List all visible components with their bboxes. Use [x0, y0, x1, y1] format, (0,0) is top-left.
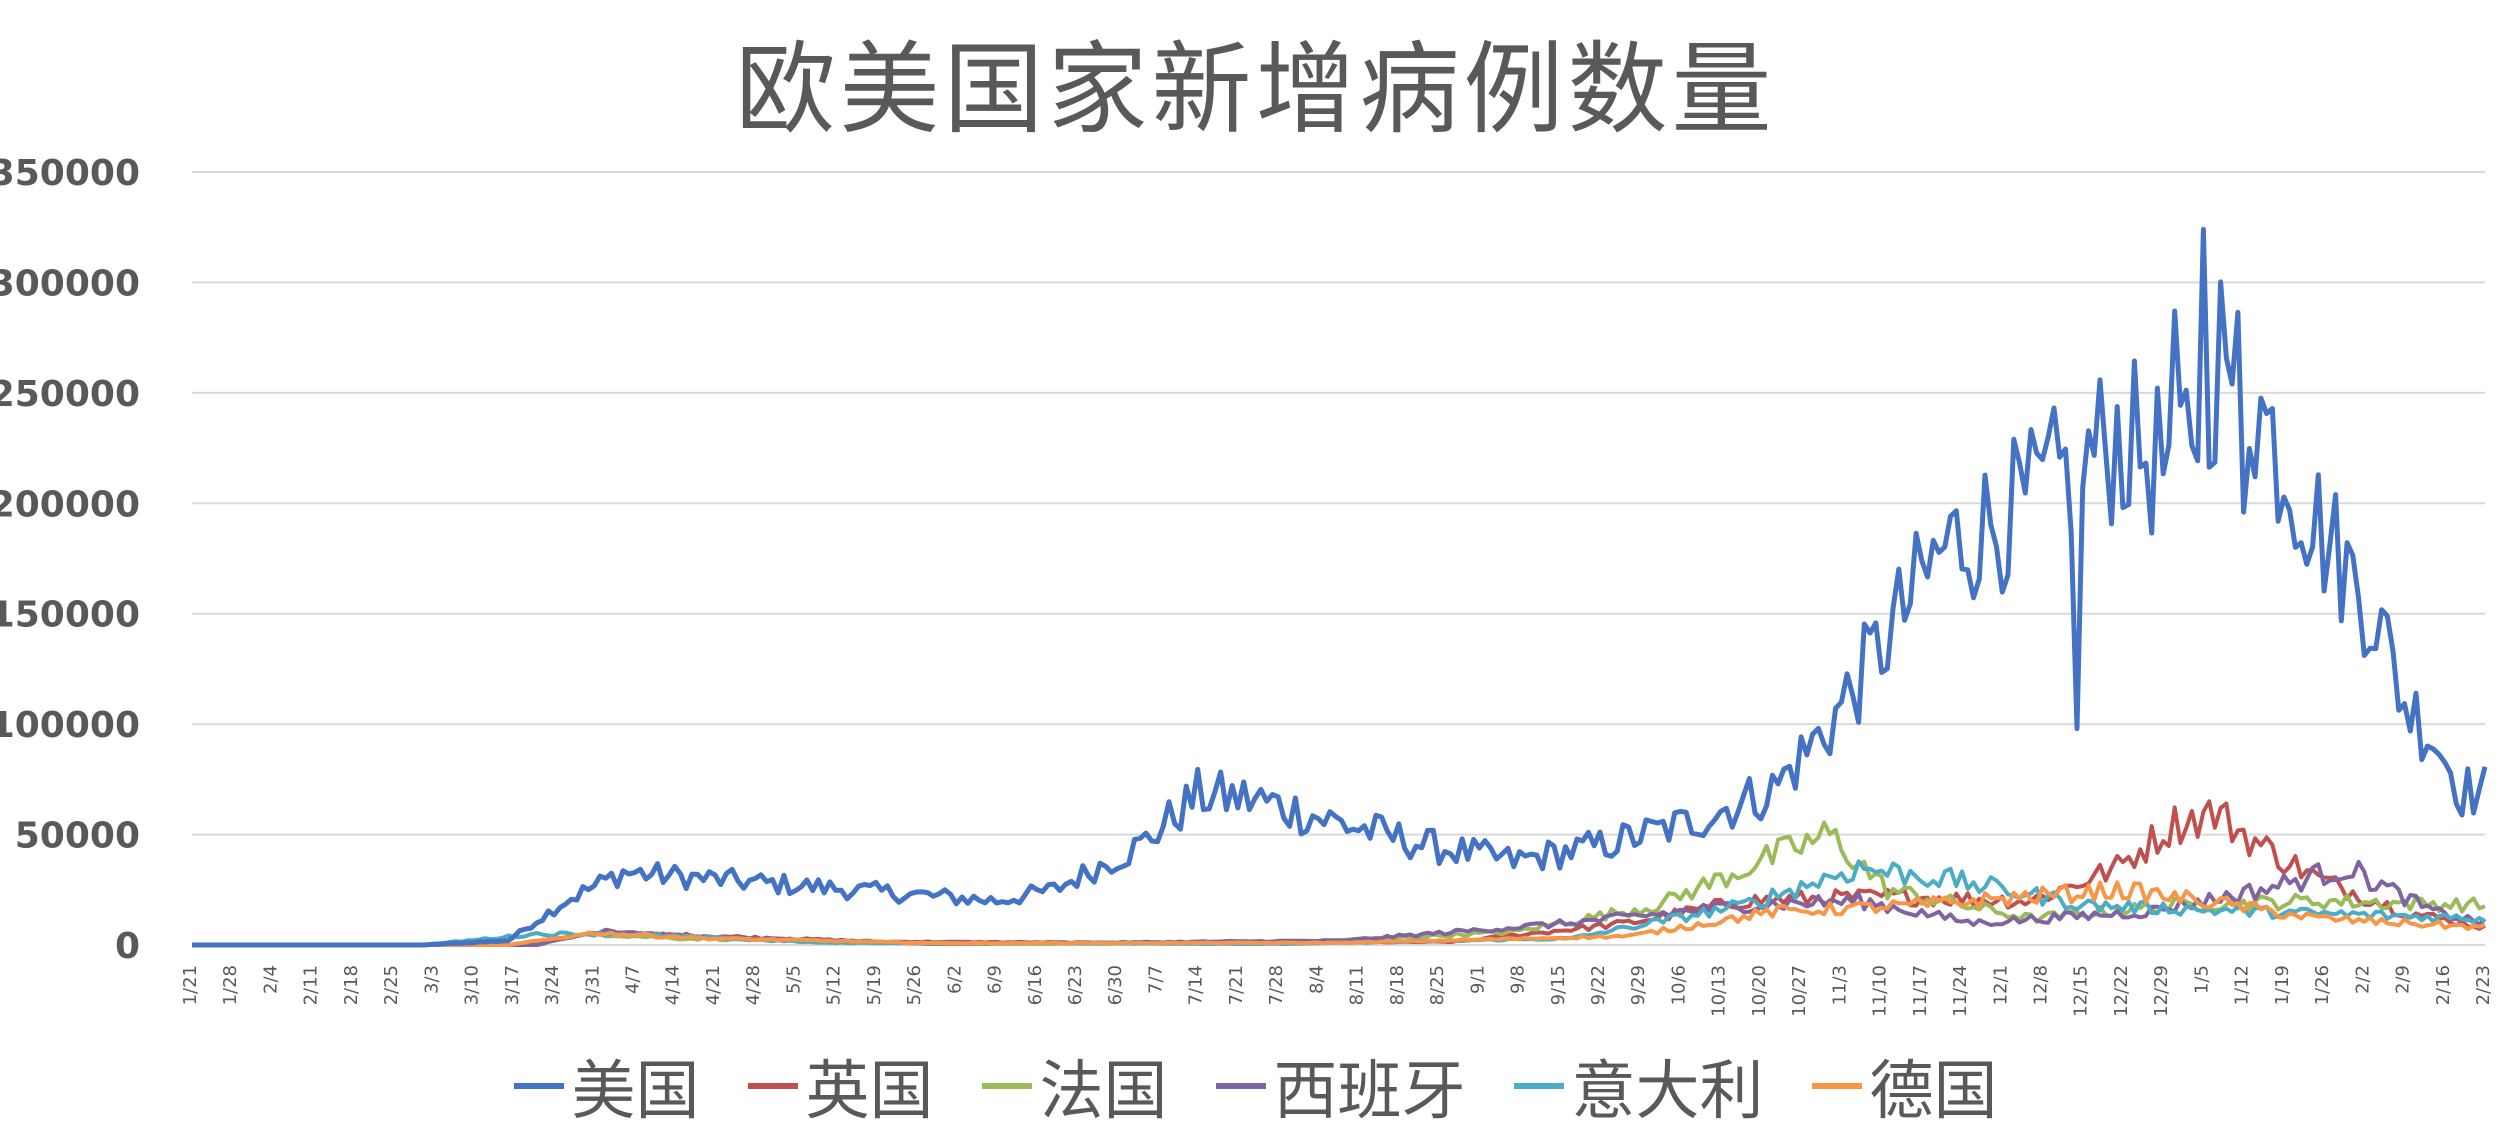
x-tick-label: 12/22 [2111, 965, 2132, 1017]
x-tick-label: 10/27 [1789, 965, 1810, 1017]
x-tick-label: 8/18 [1387, 965, 1408, 1005]
x-tick-label: 12/29 [2151, 965, 2172, 1017]
legend-label: 英国 [805, 1055, 934, 1129]
x-tick-label: 9/1 [1467, 965, 1488, 994]
x-tick-label: 3/10 [462, 965, 483, 1005]
x-tick-label: 1/19 [2272, 965, 2293, 1005]
x-tick-label: 4/7 [623, 965, 644, 994]
x-tick-label: 3/24 [542, 965, 563, 1005]
x-tick-label: 9/22 [1588, 965, 1609, 1005]
x-tick-label: 2/25 [381, 965, 402, 1005]
y-tick-label: 150000 [0, 595, 140, 636]
x-tick-label: 5/5 [783, 965, 804, 994]
x-tick-label: 10/13 [1709, 965, 1730, 1017]
x-tick-label: 12/1 [1990, 965, 2011, 1005]
x-tick-label: 2/18 [341, 965, 362, 1005]
x-tick-label: 7/28 [1266, 965, 1287, 1005]
legend-swatch [1215, 1083, 1266, 1089]
x-tick-label: 1/12 [2232, 965, 2253, 1005]
x-tick-label: 12/8 [2030, 965, 2051, 1005]
x-tick-label: 1/5 [2191, 965, 2212, 994]
legend-swatch [513, 1083, 564, 1089]
legend-label: 西班牙 [1273, 1055, 1466, 1129]
legend-item: 美国 [513, 1040, 700, 1132]
x-tick-label: 5/12 [824, 965, 845, 1005]
x-tick-label: 11/3 [1829, 965, 1850, 1005]
x-tick-label: 3/31 [582, 965, 603, 1005]
y-tick-label: 250000 [0, 374, 140, 415]
legend-swatch [981, 1083, 1032, 1089]
chart-title: 欧美国家新增病例数量 [735, 31, 1776, 148]
x-tick-label: 2/16 [2433, 965, 2454, 1005]
x-tick-label: 3/3 [421, 965, 442, 994]
x-tick-label: 5/26 [904, 965, 925, 1005]
legend-label: 德国 [1869, 1055, 1998, 1129]
x-tick-label: 6/2 [944, 965, 965, 994]
legend-item: 英国 [747, 1040, 934, 1132]
y-tick-label: 100000 [0, 705, 140, 746]
series-line-0 [192, 226, 2488, 948]
legend-item: 德国 [1811, 1040, 1998, 1132]
legend-swatch [1513, 1083, 1564, 1089]
x-tick-label: 1/26 [2312, 965, 2333, 1005]
x-tick-label: 1/21 [180, 965, 201, 1005]
x-tick-label: 10/20 [1749, 965, 1770, 1017]
x-tick-label: 7/7 [1145, 965, 1166, 994]
x-tick-label: 1/28 [220, 965, 241, 1005]
legend-item: 意大利 [1513, 1040, 1764, 1132]
x-tick-label: 6/9 [985, 965, 1006, 994]
y-tick-label: 350000 [0, 153, 140, 194]
series-lines [192, 226, 2488, 948]
x-tick-label: 8/11 [1347, 965, 1368, 1005]
x-tick-label: 12/15 [2071, 965, 2092, 1017]
y-tick-label: 300000 [0, 263, 140, 304]
series-line-5 [192, 880, 2486, 947]
y-axis-ticks: 0 50000 100000 150000 200000 250000 300000 3500… [0, 153, 140, 967]
x-tick-label: 7/21 [1226, 965, 1247, 1005]
y-tick-label: 0 [115, 926, 140, 967]
x-tick-label: 5/19 [864, 965, 885, 1005]
x-tick-label: 2/9 [2393, 965, 2414, 994]
legend-swatch [747, 1083, 798, 1089]
x-tick-label: 6/30 [1105, 965, 1126, 1005]
legend-swatch [1811, 1083, 1862, 1089]
series-line-4 [192, 859, 2487, 947]
x-tick-label: 4/14 [663, 965, 684, 1005]
x-tick-label: 11/17 [1910, 965, 1931, 1017]
legend-item: 西班牙 [1215, 1040, 1466, 1132]
x-tick-label: 11/10 [1870, 965, 1891, 1017]
x-tick-label: 6/16 [1025, 965, 1046, 1005]
x-tick-label: 2/11 [301, 965, 322, 1005]
gridlines [192, 171, 2485, 946]
x-tick-label: 2/4 [260, 965, 281, 994]
x-tick-label: 3/17 [502, 965, 523, 1005]
x-tick-label: 2/2 [2352, 965, 2373, 994]
x-tick-label: 6/23 [1065, 965, 1086, 1005]
legend-label: 意大利 [1571, 1055, 1764, 1129]
x-tick-label: 10/6 [1668, 965, 1689, 1005]
x-tick-label: 7/14 [1186, 965, 1207, 1005]
y-tick-label: 200000 [0, 484, 140, 525]
x-tick-label: 9/8 [1508, 965, 1529, 994]
legend-label: 美国 [571, 1055, 700, 1129]
x-tick-label: 2/23 [2473, 965, 2494, 1005]
legend: 美国 英国 法国 西班牙 意大利 德国 [0, 1040, 2511, 1132]
x-tick-label: 9/29 [1628, 965, 1649, 1005]
x-tick-label: 11/24 [1950, 965, 1971, 1017]
x-tick-label: 9/15 [1548, 965, 1569, 1005]
x-tick-label: 4/21 [703, 965, 724, 1005]
legend-label: 法国 [1039, 1055, 1168, 1129]
x-tick-label: 8/25 [1427, 965, 1448, 1005]
legend-item: 法国 [981, 1040, 1168, 1132]
y-tick-label: 50000 [15, 816, 140, 857]
x-axis-ticks: 1/21 1/28 2/4 2/11 2/18 2/25 3/3 3/10 3/17 3/24 3/… [180, 965, 2494, 1017]
x-tick-label: 8/4 [1306, 965, 1327, 994]
x-tick-label: 4/28 [743, 965, 764, 1005]
